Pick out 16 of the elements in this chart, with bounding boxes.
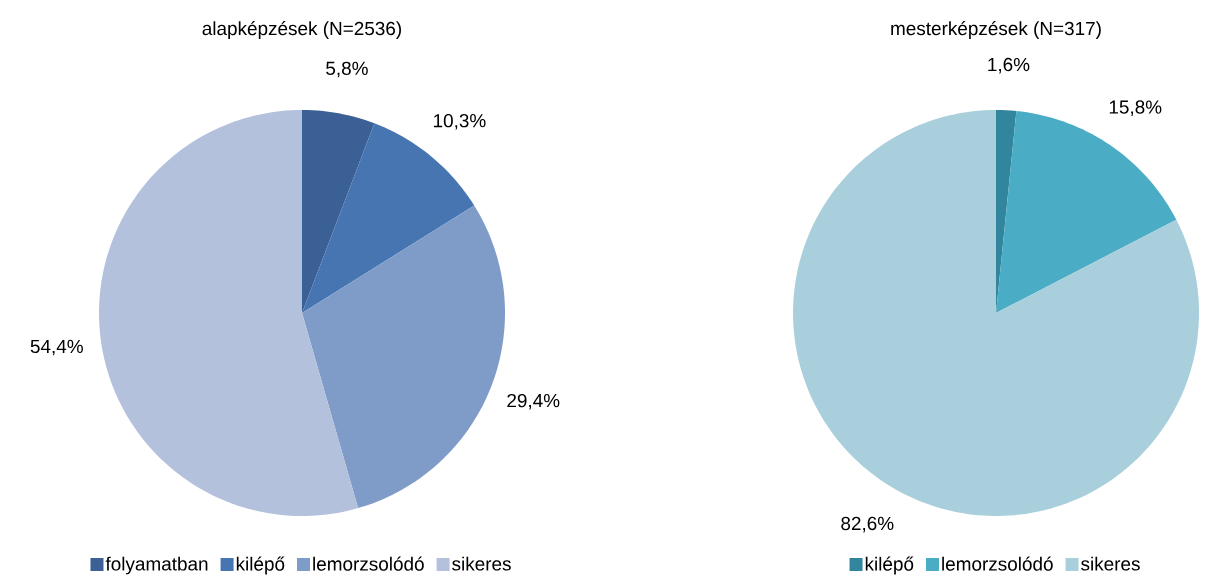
data-label: 10,3% bbox=[434, 113, 486, 130]
legend-label: kilépő bbox=[236, 556, 285, 575]
legend-label: sikeres bbox=[452, 556, 511, 571]
legend-label: folyamatban bbox=[105, 556, 208, 575]
data-label: 54,4% bbox=[30, 339, 83, 356]
legend-label: sikeres bbox=[1081, 556, 1140, 571]
data-label: 29,4% bbox=[507, 393, 560, 410]
chart-title: alapképzések (N=2536) bbox=[202, 21, 401, 39]
data-label: 1,6% bbox=[988, 57, 1030, 74]
legend-label: lemorzsolódó bbox=[313, 556, 424, 571]
data-label: 5,8% bbox=[326, 61, 368, 78]
data-label: 82,6% bbox=[841, 516, 894, 533]
chart-title: mesterképzések (N=317) bbox=[891, 21, 1101, 39]
legend-label: lemorzsolódó bbox=[942, 556, 1053, 571]
data-label: 15,8% bbox=[1109, 100, 1162, 116]
legend-label: kilépő bbox=[865, 556, 914, 575]
